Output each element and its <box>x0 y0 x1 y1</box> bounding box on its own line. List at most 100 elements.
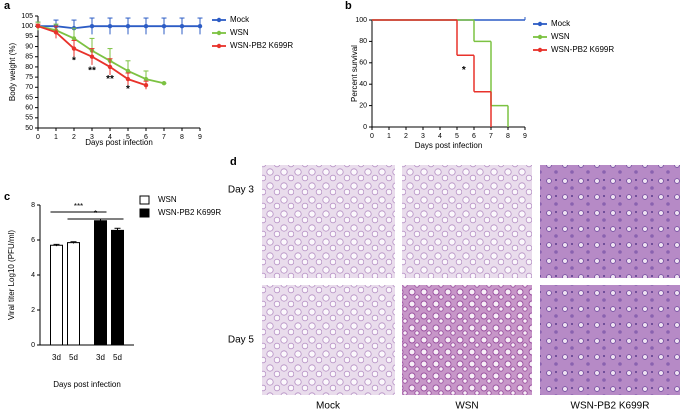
y-tick-label: 90 <box>25 43 33 50</box>
y-tick-label: 4 <box>31 272 35 279</box>
y-tick-label: 60 <box>25 104 33 111</box>
legend-swatch <box>139 195 150 205</box>
marker <box>161 81 167 86</box>
y-tick-label: 2 <box>31 307 35 314</box>
y-tick-label: 80 <box>359 38 367 45</box>
micrograph <box>540 285 680 395</box>
marker <box>107 64 113 70</box>
series-line <box>37 25 165 85</box>
micrograph <box>262 285 395 395</box>
legend-label: WSN <box>551 32 570 41</box>
marker <box>161 23 167 29</box>
y-tick-label: 60 <box>359 60 367 67</box>
x-axis-title: Days post infection <box>85 138 153 147</box>
marker <box>89 54 95 59</box>
significance-label: *** <box>74 202 83 211</box>
panel-letter: b <box>345 0 352 12</box>
y-tick-label: 100 <box>355 17 367 24</box>
y-tick-label: 75 <box>25 74 33 81</box>
significance-label: * <box>94 209 97 218</box>
legend-label: WSN-PB2 K699R <box>551 45 614 54</box>
y-tick-label: 100 <box>21 23 33 30</box>
marker <box>35 23 41 29</box>
x-axis-title: Days post infection <box>53 380 121 389</box>
y-tick-label: 40 <box>359 81 367 88</box>
y-tick-label: 0 <box>31 342 35 349</box>
bar <box>67 242 80 346</box>
marker <box>125 68 131 74</box>
legend-marker <box>216 43 222 49</box>
x-tick-label: 9 <box>523 133 527 140</box>
x-tick-label: 1 <box>54 134 58 141</box>
legend-label: WSN <box>158 195 177 204</box>
x-tick-label: 6 <box>144 134 148 141</box>
panel-letter: a <box>4 0 11 12</box>
marker <box>53 30 59 35</box>
x-axis-title: Days post infection <box>415 141 483 150</box>
micrograph <box>540 165 680 278</box>
annotation: * <box>126 84 130 95</box>
x-tick-label: 3 <box>421 133 425 140</box>
y-tick-label: 55 <box>25 115 33 122</box>
x-tick-label: 2 <box>72 134 76 141</box>
x-tick-label: 3d <box>96 353 105 362</box>
x-tick-label: 8 <box>506 133 510 140</box>
legend-label: Mock <box>230 15 250 24</box>
y-tick-label: 20 <box>359 102 367 109</box>
marker <box>143 23 149 29</box>
legend-swatch <box>139 208 150 218</box>
row-label: Day 5 <box>228 335 255 346</box>
marker <box>71 46 77 51</box>
x-tick-label: 5d <box>113 353 122 362</box>
legend-marker <box>216 30 222 36</box>
column-label: WSN-PB2 K699R <box>571 401 650 412</box>
y-tick-label: 95 <box>25 33 33 40</box>
bar <box>94 220 107 346</box>
annotation: ** <box>88 66 96 77</box>
micrograph <box>262 165 395 278</box>
x-tick-label: 5 <box>455 133 459 140</box>
marker <box>125 76 131 82</box>
marker <box>125 23 131 29</box>
legend-marker <box>537 34 543 40</box>
x-tick-label: 8 <box>180 134 184 141</box>
x-tick-label: 3 <box>90 134 94 141</box>
x-tick-label: 6 <box>472 133 476 140</box>
marker <box>143 76 149 82</box>
x-tick-label: 7 <box>489 133 493 140</box>
panel-letter: d <box>230 156 237 168</box>
y-axis-title: Viral titer Log10 (PFU/ml) <box>7 230 16 320</box>
x-tick-label: 4 <box>108 134 112 141</box>
row-label: Day 3 <box>228 185 255 196</box>
legend-label: WSN-PB2 K699R <box>158 208 221 217</box>
x-tick-label: 3d <box>52 353 61 362</box>
series-line <box>38 25 200 30</box>
y-tick-label: 85 <box>25 54 33 61</box>
x-tick-label: 4 <box>438 133 442 140</box>
legend-marker <box>216 17 222 23</box>
column-label: Mock <box>316 401 341 412</box>
histology-panel: d Day 3 Day 5 Mock WSN WSN-PB2 K699R <box>228 156 680 412</box>
x-tick-label: 5d <box>69 353 78 362</box>
y-tick-label: 8 <box>31 202 35 209</box>
y-tick-label: 105 <box>21 13 33 20</box>
x-tick-label: 0 <box>36 134 40 141</box>
legend-marker <box>537 21 543 27</box>
x-tick-label: 0 <box>370 133 374 140</box>
y-tick-label: 80 <box>25 64 33 71</box>
bar <box>50 244 63 346</box>
marker <box>71 36 77 41</box>
micrograph <box>402 165 532 278</box>
column-label: WSN <box>455 401 478 412</box>
y-tick-label: 50 <box>25 125 33 132</box>
x-tick-label: 9 <box>198 134 202 141</box>
y-tick-label: 0 <box>363 124 367 131</box>
marker <box>179 23 185 29</box>
y-axis-title: Percent survival <box>350 45 359 102</box>
legend-marker <box>537 47 543 53</box>
x-tick-label: 5 <box>126 134 130 141</box>
y-tick-label: 6 <box>31 237 35 244</box>
marker <box>107 23 113 29</box>
legend-label: WSN <box>230 28 249 37</box>
panel-letter: c <box>4 191 10 203</box>
